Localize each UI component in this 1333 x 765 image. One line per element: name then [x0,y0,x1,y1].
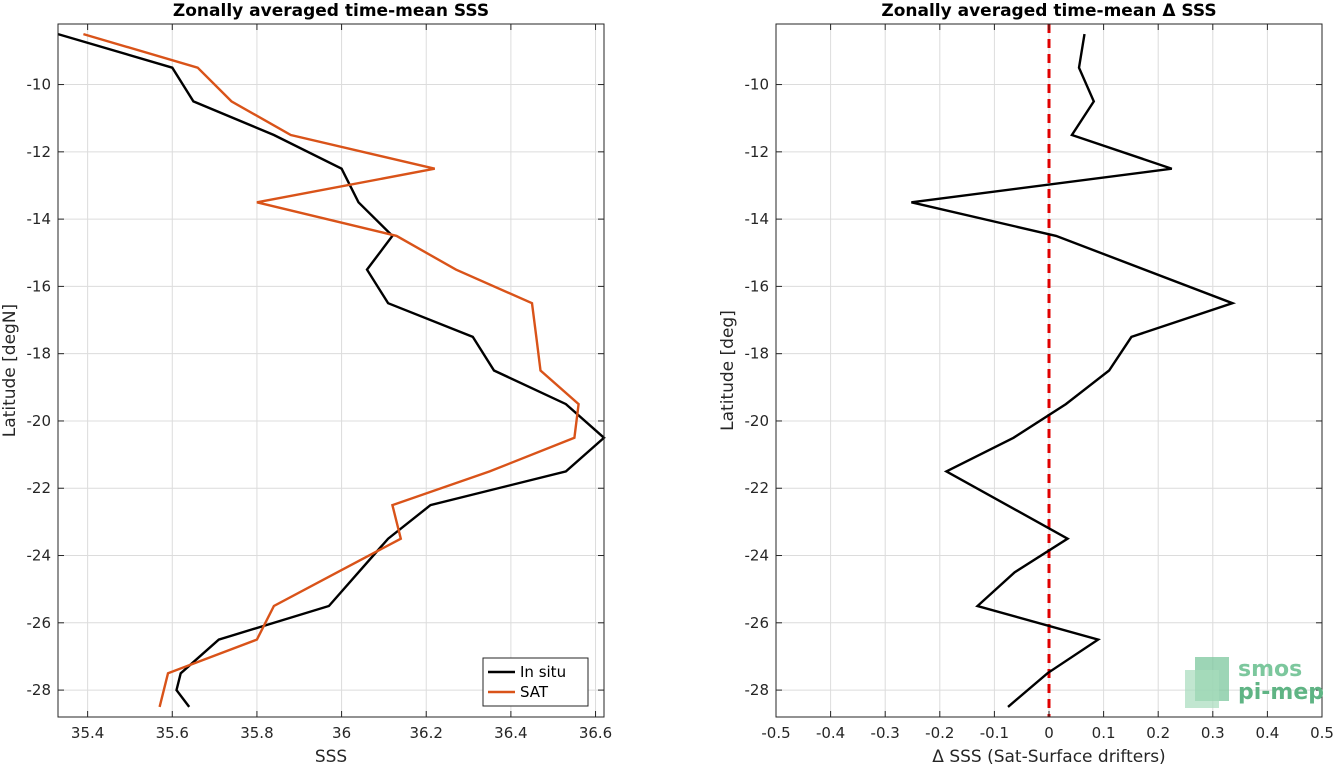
y-tick-label: -10 [745,76,770,94]
x-tick-label: 0.5 [1310,724,1333,742]
x-tick-label: -0.2 [925,724,954,742]
legend: In situ SAT [482,657,589,707]
y-tick-label: -28 [27,681,52,699]
chart-title: Zonally averaged time-mean SSS [173,1,489,21]
x-tick-label: -0.1 [980,724,1009,742]
y-tick-label: -12 [745,143,770,161]
y-tick-label: -14 [745,210,770,228]
y-tick-label: -20 [745,412,770,430]
y-tick-label: -26 [27,614,52,632]
x-tick-label: 0.3 [1201,724,1225,742]
x-tick-label: 36.6 [579,724,612,742]
x-tick-label: 0 [1044,724,1054,742]
legend-label-sat: SAT [520,683,549,701]
axes-box [57,23,605,718]
y-tick-label: -24 [27,547,52,565]
x-tick-label: -0.4 [816,724,845,742]
x-tick-label: 35.4 [71,724,104,742]
x-tick-label: 0.4 [1255,724,1279,742]
y-tick-label: -22 [27,479,52,497]
logo-mark-shadow [1185,670,1219,708]
y-tick-label: -14 [27,210,52,228]
panel-sss: 35.4 35.6 35.8 36 36.2 36.4 36.6 -28 -26 -24 -22 -2… [0,1,612,765]
chart-title: Zonally averaged time-mean Δ SSS [881,1,1216,21]
legend-label-in-situ: In situ [520,663,566,681]
y-tick-label: -20 [27,412,52,430]
y-tick-label: -18 [27,345,52,363]
x-tick-label: 35.6 [156,724,189,742]
logo-text-smos: smos [1238,657,1302,682]
y-tick-label: -18 [745,345,770,363]
y-tick-label: -22 [745,479,770,497]
y-tick-label: -10 [27,76,52,94]
series-line-sat [83,32,580,708]
logo-text-pi-mep: pi-mep [1238,680,1324,705]
x-tick-label: -0.5 [761,724,790,742]
y-tick-label: -26 [745,614,770,632]
y-tick-label: -16 [745,277,770,295]
y-axis-label: Latitude [degN] [0,304,20,437]
legend-box [482,657,589,707]
x-axis-label: SSS [315,747,347,765]
y-tick-label: -28 [745,681,770,699]
y-tick-label: -12 [27,143,52,161]
x-tick-label: 35.8 [240,724,273,742]
x-axis-label: Δ SSS (Sat-Surface drifters) [932,747,1165,765]
x-tick-label: 0.1 [1092,724,1116,742]
panel-delta: -0.5 -0.4 -0.3 -0.2 -0.1 0 0.1 0.2 0.3 0.4 0.5 -28 -… [718,1,1333,765]
series-line-in-situ [57,32,606,708]
y-axis-label: Latitude [deg] [718,310,738,431]
y-tick-label: -16 [27,277,52,295]
x-tick-label: 36 [332,724,351,742]
series-line-delta-sss [911,33,1237,708]
x-tick-label: 36.2 [410,724,443,742]
x-tick-label: -0.3 [871,724,900,742]
plot-area [58,24,604,717]
x-tick-label: 0.2 [1146,724,1170,742]
y-tick-label: -24 [745,547,770,565]
x-tick-label: 36.4 [494,724,527,742]
